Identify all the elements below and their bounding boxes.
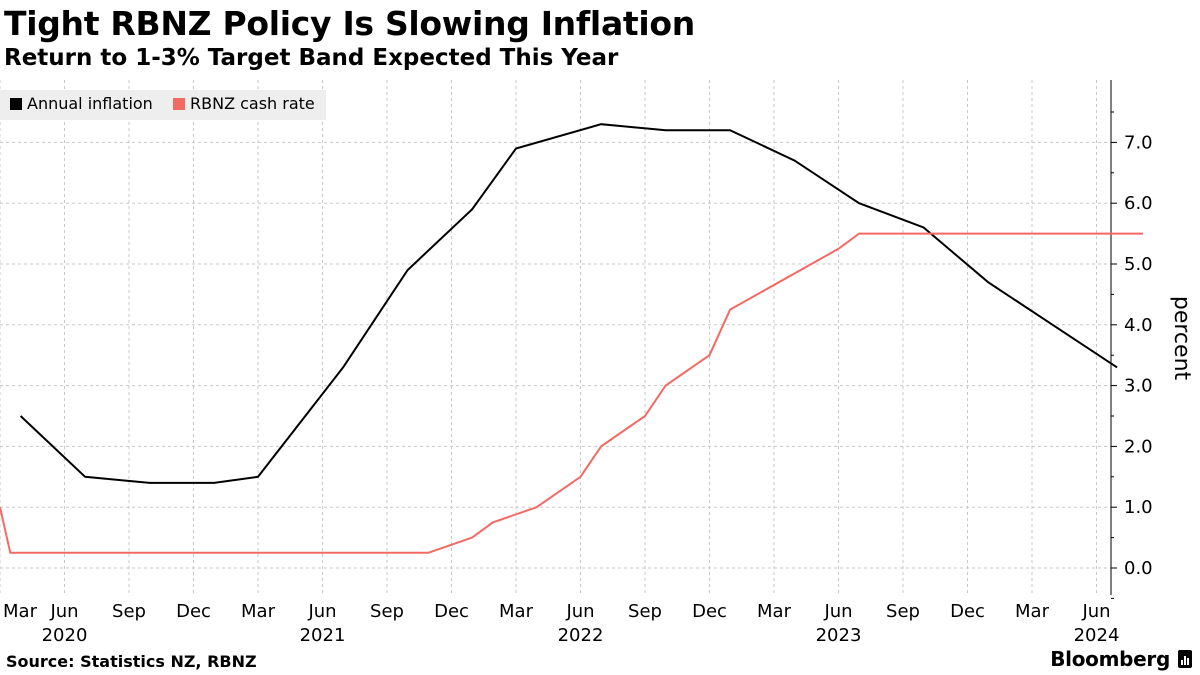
y-axis-label: percent [1169,296,1194,381]
source-note: Source: Statistics NZ, RBNZ [6,652,257,671]
x-year-label: 2023 [816,625,862,646]
y-tick-label: 6.0 [1124,193,1153,214]
x-tick-label: Sep [370,601,404,622]
grid [0,80,1111,595]
legend-label-annual-inflation: Annual inflation [27,94,153,113]
y-tick-label: 7.0 [1124,132,1153,153]
x-year-label: 2024 [1074,625,1120,646]
x-tick-label: Dec [692,601,727,622]
x-tick-label: Jun [49,601,78,622]
x-tick-label: Dec [950,601,985,622]
x-tick-label: Jun [1081,601,1110,622]
legend-swatch-cash-rate [173,98,185,110]
x-tick-label: Sep [886,601,920,622]
bloomberg-bars-icon [1178,650,1192,668]
legend-swatch-annual-inflation [10,98,22,110]
legend-label-cash-rate: RBNZ cash rate [190,94,315,113]
y-tick-label: 4.0 [1124,315,1153,336]
bloomberg-logo: Bloomberg [1050,647,1170,671]
x-year-label: 2020 [42,625,88,646]
x-tick-label: Sep [112,601,146,622]
x-tick-label: Mar [3,601,38,622]
x-tick-label: Jun [823,601,852,622]
legend-background [0,90,326,120]
x-tick-label: Mar [499,601,534,622]
chart-title: Tight RBNZ Policy Is Slowing Inflation [4,4,695,43]
chart-subtitle: Return to 1-3% Target Band Expected This… [4,45,619,71]
y-tick-label: 1.0 [1124,497,1153,518]
x-tick-label: Jun [307,601,336,622]
x-tick-label: Dec [176,601,211,622]
x-year-label: 2022 [558,625,604,646]
x-tick-label: Mar [1015,601,1050,622]
series-line-annual-inflation [19,123,1118,484]
x-tick-label: Jun [565,601,594,622]
x-tick-label: Dec [434,601,469,622]
x-tick-label: Sep [628,601,662,622]
x-year-label: 2021 [300,625,346,646]
x-tick-label: Mar [241,601,276,622]
x-tick-label: Mar [757,601,792,622]
series-line-cash-rate [0,232,1143,554]
y-tick-label: 5.0 [1124,254,1153,275]
y-tick-label: 3.0 [1124,376,1153,397]
y-tick-label: 2.0 [1124,436,1153,457]
y-tick-label: 0.0 [1124,558,1153,579]
